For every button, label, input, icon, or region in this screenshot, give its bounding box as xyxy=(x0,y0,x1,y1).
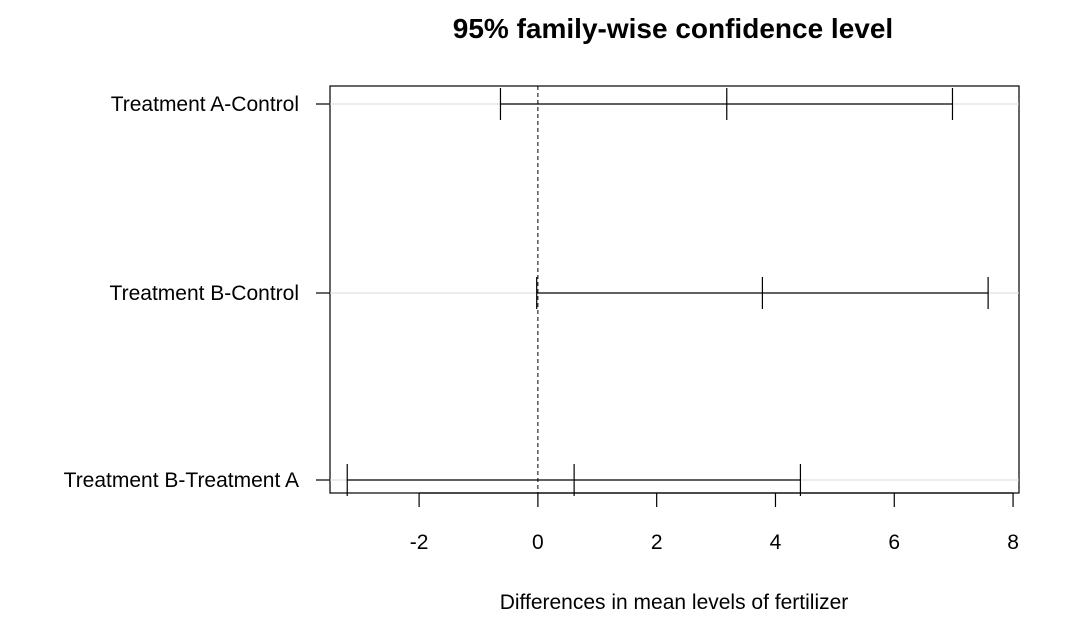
x-tick-label: 2 xyxy=(651,531,663,554)
ci-bar-3 xyxy=(346,464,802,496)
y-tick-label: Treatment B-Treatment A xyxy=(64,469,299,492)
ci-bar-2 xyxy=(536,277,989,309)
x-tick-label: -2 xyxy=(410,531,429,554)
x-axis-label: Differences in mean levels of fertilizer xyxy=(500,591,849,614)
x-tick-label: 0 xyxy=(532,531,544,554)
ci-bar-1 xyxy=(499,88,954,120)
plot-frame xyxy=(329,85,1020,494)
x-tick-label: 4 xyxy=(770,531,782,554)
chart-title: 95% family-wise confidence level xyxy=(453,13,893,44)
y-tick-label: Treatment B-Control xyxy=(110,282,299,305)
x-tick-label: 8 xyxy=(1007,531,1019,554)
y-tick-label: Treatment A-Control xyxy=(111,93,299,116)
x-tick-label: 6 xyxy=(888,531,900,554)
